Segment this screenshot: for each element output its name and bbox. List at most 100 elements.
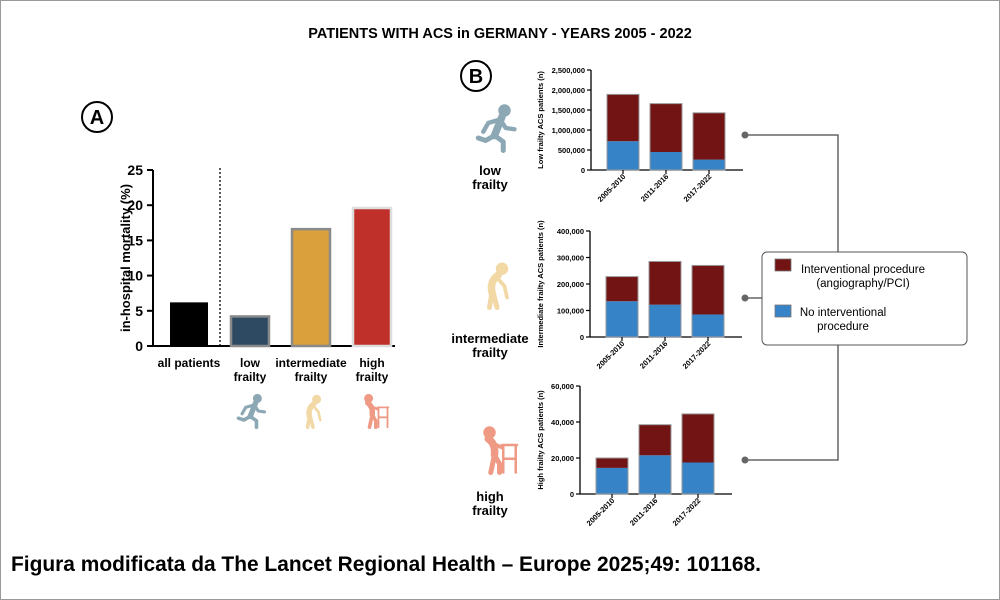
y-tick-label: 10 [127,268,143,284]
x-tick-label: 2005-2010 [595,339,627,371]
legend-swatch-interventional [774,258,792,272]
panel-a-label: A [90,107,104,129]
y-tick-label: 0 [135,338,143,354]
y-axis-label: in-hospital mortality (%) [118,184,133,332]
legend-no-interventional-line1: No interventional [800,307,886,319]
legend-interventional-line2: (angiography/PCI) [816,278,909,290]
x-tick-label: 2005-2010 [596,172,628,204]
panel-a: A 0 5 10 15 20 25 in-hospital mortality (%) all… [81,101,395,427]
bar-no-interventional [596,467,628,494]
legend: Interventional procedure (angiography/PC… [761,251,968,346]
bar-no-interventional [693,159,725,170]
bar-interventional [649,261,681,305]
y-axis-label: Intermediate frailty ACS patients (n) [536,220,545,348]
connector-high [745,345,839,461]
figure-title: PATIENTS WITH ACS in GERMANY - YEARS 200… [308,26,692,42]
x-tick-label: frailty [234,370,267,384]
group-label: frailty [472,503,508,518]
y-tick-label: 1,500,000 [552,106,585,115]
stacked-chart: 0 500,000 1,000,000 1,500,000 2,000,000 2,500… [472,66,743,204]
bar-no-interventional [649,304,681,337]
legend-interventional-line1: Interventional procedure [801,264,925,276]
y-tick-label: 25 [127,162,143,178]
panel-a-badge [81,101,113,133]
bar-interventional [650,103,682,152]
y-tick-label: 300,000 [557,254,584,263]
x-tick-label: low [240,356,261,370]
connector-dot-intermediate [741,294,749,302]
stooped-person-icon [308,395,321,427]
stooped-person-icon [490,263,508,307]
y-tick-label: 2,500,000 [552,66,585,75]
y-tick-label: 200,000 [557,280,584,289]
legend-no-interventional-line2: procedure [817,321,869,333]
bar-interventional [692,265,724,315]
walker-person-icon [365,394,389,427]
group-label: frailty [472,177,508,192]
source-caption: Figura modificata da The Lancet Regional… [11,552,761,576]
y-tick-label: 15 [127,232,143,248]
bar-no-interventional [606,301,638,337]
stacked-charts: 0 500,000 1,000,000 1,500,000 2,000,000 2,500… [451,66,743,528]
bar-no-interventional [650,152,682,170]
y-tick-label: 0 [580,333,584,342]
x-tick-label: high [359,356,384,370]
group-label: intermediate [451,331,528,346]
bar-no-interventional [607,141,639,170]
x-tick-label: 2005-2010 [585,496,617,528]
panel-b-label: B [469,66,483,88]
y-tick-label: 400,000 [557,227,584,236]
x-tick-label: 2017-2022 [681,339,713,371]
x-tick-label: frailty [295,370,328,384]
y-tick-label: 5 [135,303,143,319]
running-person-icon [478,105,514,151]
walker-person-icon [484,427,517,473]
connector-dot-low [741,131,749,139]
x-tick-label: frailty [356,370,389,384]
y-tick-label: 40,000 [551,418,574,427]
y-tick-label: 2,000,000 [552,86,585,95]
y-tick-label: 0 [570,490,574,499]
connector-low [745,134,839,252]
bar-no-interventional [692,314,724,337]
group-label: frailty [472,345,508,360]
legend-swatch-no-interventional [774,304,792,318]
y-tick-label: 0 [581,166,585,175]
y-axis-label: Low frailty ACS patients (n) [536,71,545,169]
bar-interventional [607,94,639,142]
y-tick-label: 500,000 [558,146,585,155]
x-tick-label: 2011-2016 [638,339,669,370]
y-tick-label: 1,000,000 [552,126,585,135]
mortality-bar [351,206,393,348]
bar-interventional [682,413,714,463]
bar-interventional [639,424,671,456]
mortality-chart: 0 5 10 15 20 25 in-hospital mortality (%) all p… [118,162,395,427]
x-tick-label: 2017-2022 [682,172,714,204]
x-tick-label: 2011-2016 [628,496,659,527]
y-tick-label: 60,000 [551,382,574,391]
legend-box [761,251,968,346]
y-axis-label: High frailty ACS patients (n) [536,390,545,490]
mortality-bar [229,315,271,348]
bar-no-interventional [639,455,671,494]
connector-dot-high [741,456,749,464]
x-tick-label: intermediate [275,356,347,370]
mortality-bar [290,227,332,348]
y-tick-label: 20 [127,197,143,213]
group-label: low [479,163,502,178]
group-label: high [476,489,503,504]
panel-b-badge [460,60,492,92]
x-tick-label: 2011-2016 [639,172,670,203]
mortality-bar [170,302,208,346]
y-tick-label: 100,000 [557,307,584,316]
x-tick-label: all patients [158,356,221,370]
bar-interventional [693,112,725,160]
y-tick-label: 20,000 [551,454,574,463]
running-person-icon [239,394,265,427]
bar-interventional [596,458,628,468]
bar-interventional [606,276,638,302]
bar-no-interventional [682,462,714,494]
panel-b: B 0 500,000 1,000,000 1,500,000 2,000,000 2,5… [451,60,968,528]
x-tick-label: 2017-2022 [671,496,703,528]
